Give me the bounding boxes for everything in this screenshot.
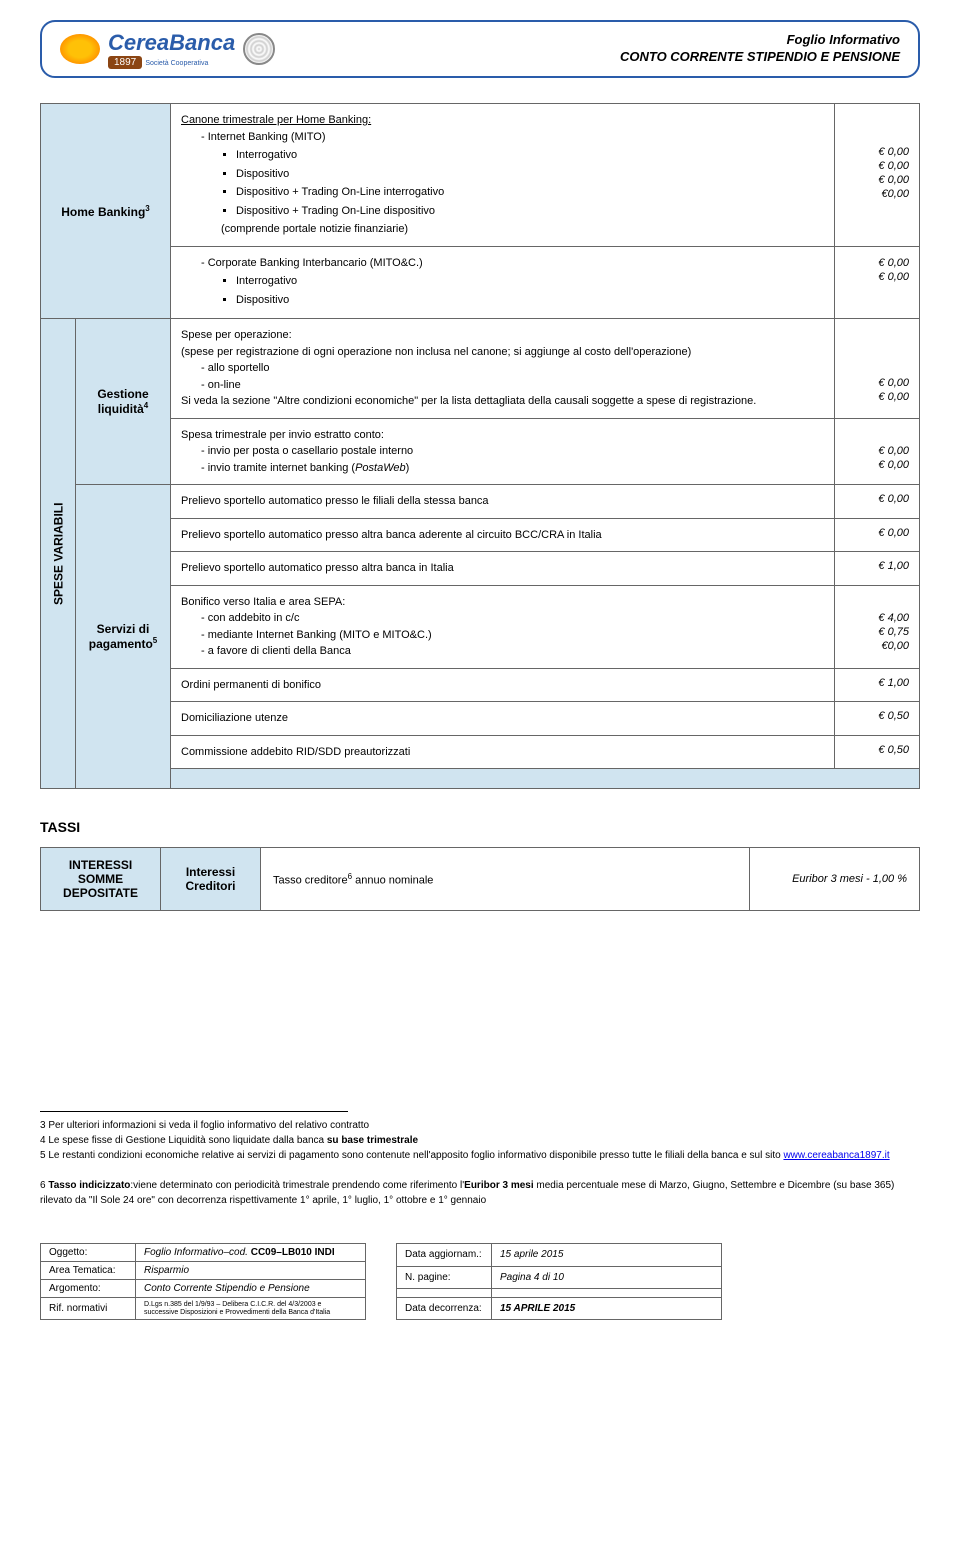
tassi-desc: Tasso creditore6 annuo nominale [261,848,750,911]
logo-subtitle: Società Cooperativa [145,60,208,67]
servizi-label: Servizi di pagamento5 [76,485,171,789]
servizi-r3p: € 1,00 [835,552,920,586]
bonifico-content: Bonifico verso Italia e area SEPA: - con… [171,585,835,668]
header-title: Foglio Informativo CONTO CORRENTE STIPEN… [620,32,900,66]
bonifico-prices: € 4,00 € 0,75 €0,00 [835,585,920,668]
gestione-content: Spese per operazione: (spese per registr… [171,319,835,419]
footnotes: 3 Per ulteriori informazioni si veda il … [40,1118,920,1208]
footnote-link[interactable]: www.cereabanca1897.it [783,1150,889,1161]
servizi-r1p: € 0,00 [835,485,920,519]
footnote-5: 5 Le restanti condizioni economiche rela… [40,1148,920,1163]
footer-right-table: Data aggiornam.:15 aprile 2015 N. pagine… [396,1243,722,1320]
servizi-r6p: € 0,50 [835,702,920,736]
servizi-r5p: € 1,00 [835,668,920,702]
logo-area: CereaBanca 1897 Società Cooperativa [60,30,275,68]
header-line1: Foglio Informativo [620,32,900,49]
seal-icon [243,33,275,65]
footer: Oggetto:Foglio Informativo–cod. CC09–LB0… [40,1243,920,1320]
servizi-r7: Commissione addebito RID/SDD preautorizz… [171,735,835,769]
footnote-3: 3 Per ulteriori informazioni si veda il … [40,1118,920,1133]
servizi-r3: Prelievo sportello automatico presso alt… [171,552,835,586]
home-banking-label: Home Banking3 [41,104,171,319]
bee-icon [60,34,100,64]
servizi-r2: Prelievo sportello automatico presso alt… [171,518,835,552]
footnote-4: 4 Le spese fisse di Gestione Liquidità s… [40,1133,920,1148]
tassi-left: INTERESSI SOMME DEPOSITATE [41,848,161,911]
tassi-heading: TASSI [40,819,920,835]
footnote-6: 6 Tasso indicizzato:viene determinato co… [40,1178,920,1208]
main-table: Home Banking3 Canone trimestrale per Hom… [40,103,920,789]
header-box: CereaBanca 1897 Società Cooperativa Fogl… [40,20,920,78]
tassi-mid: Interessi Creditori [161,848,261,911]
home-banking-content: Canone trimestrale per Home Banking: - I… [171,104,835,247]
logo-year: 1897 [108,56,142,69]
home-banking-prices: € 0,00 € 0,00 € 0,00 €0,00 [835,104,920,247]
spacer-row [171,769,920,789]
estratto-content: Spesa trimestrale per invio estratto con… [171,418,835,485]
estratto-prices: € 0,00 € 0,00 [835,418,920,485]
servizi-r6: Domiciliazione utenze [171,702,835,736]
gestione-prices: € 0,00 € 0,00 [835,319,920,419]
footnotes-divider [40,1111,348,1118]
servizi-r7p: € 0,50 [835,735,920,769]
servizi-r2p: € 0,00 [835,518,920,552]
corporate-content: - Corporate Banking Interbancario (MITO&… [171,246,835,319]
tassi-val: Euribor 3 mesi - 1,00 % [750,848,920,911]
servizi-r1: Prelievo sportello automatico presso le … [171,485,835,519]
gestione-label: Gestione liquidità4 [76,319,171,485]
header-line2: CONTO CORRENTE STIPENDIO E PENSIONE [620,49,900,66]
spese-variabili-label: SPESE VARIABILI [41,319,76,789]
tassi-table: INTERESSI SOMME DEPOSITATE Interessi Cre… [40,847,920,911]
corporate-prices: € 0,00 € 0,00 [835,246,920,319]
logo-name: CereaBanca [108,30,235,55]
footer-left-table: Oggetto:Foglio Informativo–cod. CC09–LB0… [40,1243,366,1320]
servizi-r5: Ordini permanenti di bonifico [171,668,835,702]
